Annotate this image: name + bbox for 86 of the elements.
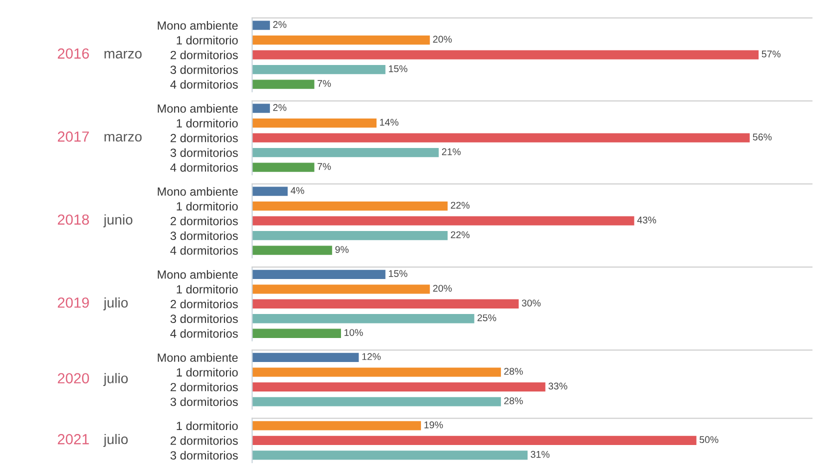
data-label: 4%: [290, 187, 304, 194]
data-label: 56%: [752, 134, 772, 140]
data-label: 9%: [335, 246, 349, 253]
text: 2017: [58, 131, 89, 142]
y-tick-label: 2 dormitorios: [170, 300, 238, 308]
data-label: 31%: [530, 450, 550, 458]
y-tick-label: 2 dormitorios: [170, 134, 238, 142]
bar: [252, 162, 314, 172]
data-label: 25%: [478, 314, 496, 322]
y-tick-label: Mono ambiente: [158, 187, 238, 196]
text: marzo: [104, 50, 142, 59]
bar: [252, 231, 448, 240]
y-tick-label: 4 dormitorios: [170, 246, 238, 255]
data-label: 57%: [762, 50, 780, 58]
text: julio: [103, 373, 128, 386]
data-label: 50%: [700, 436, 718, 444]
bar: [252, 104, 270, 113]
data-label: 19%: [424, 421, 443, 428]
bar: [252, 80, 314, 89]
text: 2016: [58, 48, 89, 59]
bar: [252, 314, 474, 324]
bar: [252, 246, 332, 255]
bar: [252, 270, 386, 279]
y-tick-label: Mono ambiente: [158, 21, 238, 30]
data-label: 30%: [522, 300, 541, 306]
bar: [252, 64, 386, 74]
data-label: 12%: [362, 353, 381, 360]
data-label: 20%: [433, 284, 452, 292]
y-tick-label: 1 dormitorio: [176, 36, 238, 44]
text: 2018: [58, 214, 89, 225]
data-label: 20%: [433, 36, 452, 43]
text: julio: [103, 297, 128, 310]
y-tick-label: Mono ambiente: [158, 270, 238, 279]
bar: [252, 216, 634, 226]
data-label: 2%: [273, 21, 286, 28]
y-tick-label: 2 dormitorios: [170, 436, 238, 445]
y-tick-label: 3 dormitorios: [170, 231, 238, 240]
y-tick-label: 1 dormitorio: [176, 202, 238, 210]
y-tick-label: 4 dormitorios: [170, 329, 238, 338]
bar: [252, 202, 448, 211]
y-tick-label: Mono ambiente: [158, 104, 238, 113]
data-label: 21%: [442, 148, 461, 156]
y-tick-label: 1 dormitorio: [176, 284, 238, 294]
y-tick-label: 2 dormitorios: [170, 50, 238, 60]
y-tick-label: 3 dormitorios: [170, 450, 238, 460]
y-tick-label: 2 dormitorios: [170, 382, 238, 392]
bar: [252, 186, 288, 196]
y-tick-label: Mono ambiente: [158, 353, 238, 362]
bar: [252, 299, 519, 308]
text: junio: [103, 214, 132, 228]
bar: [252, 328, 341, 338]
y-tick-label: 3 dormitorios: [170, 148, 238, 157]
data-label: 15%: [388, 65, 408, 72]
data-label: 33%: [548, 382, 568, 390]
text: 2020: [58, 373, 89, 384]
text: 2021: [58, 434, 89, 444]
bar: [252, 284, 430, 294]
bar: [252, 133, 750, 142]
data-label: 7%: [318, 163, 331, 170]
y-tick-label: 4 dormitorios: [170, 163, 238, 172]
data-label: 10%: [344, 329, 363, 336]
data-label: 43%: [637, 216, 656, 224]
data-label: 28%: [504, 397, 523, 404]
text: 2019: [58, 297, 89, 308]
text: julio: [103, 434, 128, 447]
bar: [252, 148, 439, 158]
y-tick-label: 3 dormitorios: [170, 397, 238, 406]
data-label: 7%: [318, 80, 331, 87]
data-label: 22%: [450, 202, 470, 209]
bar: [252, 50, 759, 60]
y-tick-label: 1 dormitorio: [176, 118, 238, 128]
y-tick-label: 3 dormitorios: [170, 65, 238, 74]
y-tick-label: 4 dormitorios: [170, 80, 238, 89]
y-tick-label: 1 dormitorio: [176, 421, 238, 430]
data-label: 28%: [504, 368, 523, 375]
y-tick-label: 2 dormitorios: [170, 216, 238, 226]
bar: [252, 20, 270, 30]
data-label: 14%: [380, 118, 398, 126]
data-label: 22%: [450, 231, 470, 238]
y-tick-label: 3 dormitorios: [170, 314, 238, 324]
bar: [252, 35, 430, 45]
data-label: 15%: [388, 270, 408, 277]
data-label: 2%: [273, 104, 286, 111]
y-tick-label: 1 dormitorio: [176, 368, 238, 377]
text: marzo: [104, 134, 142, 142]
bar: [252, 118, 377, 128]
